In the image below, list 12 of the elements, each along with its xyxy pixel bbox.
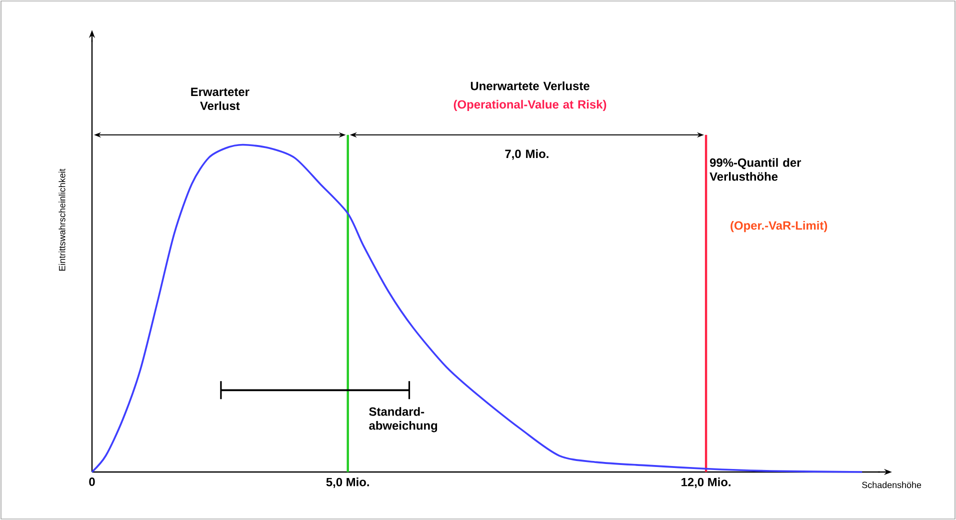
annotation: Standard-abweichung (369, 407, 438, 432)
y-axis-title: Eintrittswahrscheinlichkeit (58, 168, 66, 271)
annotation: 7,0 Mio. (505, 149, 548, 160)
x-tick-label: 12,0 Mio. (682, 478, 730, 488)
x-tick-label: 5,0 Mio. (326, 478, 369, 488)
text: Unerwartete Verluste (470, 81, 590, 90)
x-axis-title: Schadenshöhe (862, 482, 922, 488)
text: Erwarteter Verlust (191, 88, 250, 110)
ref-line-label: 99%-Quantil der Verlusthöhe (710, 158, 802, 181)
text: (Operational-Value at Risk) (454, 100, 606, 112)
x-tick-label: 0 (89, 478, 95, 486)
annotation: (Oper.-VaR-Limit) (730, 220, 828, 232)
